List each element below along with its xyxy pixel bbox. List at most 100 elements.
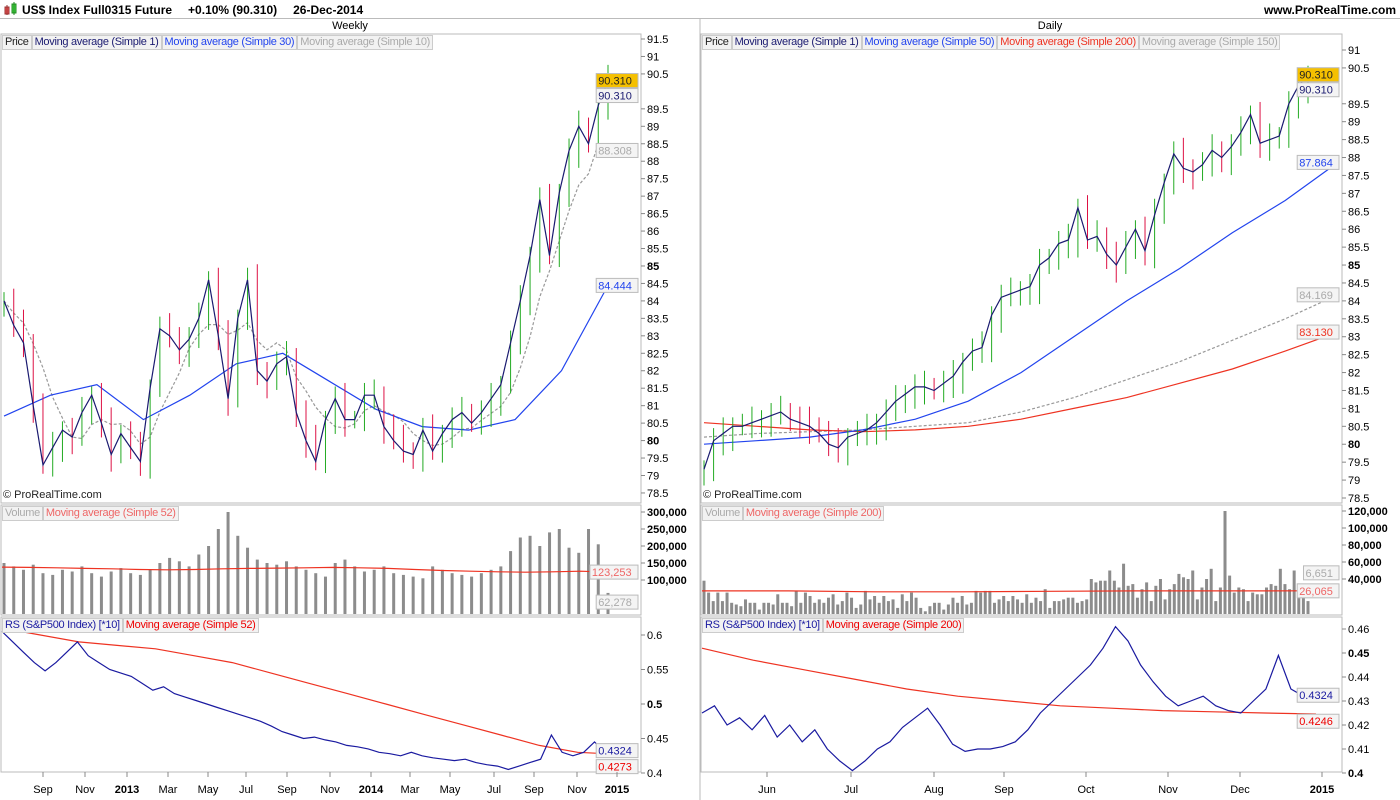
- volume-bar: [70, 571, 74, 614]
- rs-ma-line: [701, 647, 1317, 715]
- rs-ma-line: [1, 627, 617, 755]
- last-price-label: 90.310: [1299, 70, 1333, 82]
- copyright: © ProRealTime.com: [703, 489, 802, 501]
- weekly-title: Weekly: [332, 20, 368, 32]
- volume-bar: [1080, 601, 1084, 614]
- x-tick-label: Nov: [75, 784, 95, 796]
- volume-bar: [1062, 599, 1066, 614]
- legend-item[interactable]: Moving average (Simple 50): [861, 35, 998, 50]
- volume-bar: [808, 596, 812, 614]
- volume-bar: [850, 597, 854, 614]
- ma50-value-label: 87.864: [1299, 157, 1333, 169]
- x-tick-label: Nov: [567, 784, 587, 796]
- legend-item[interactable]: Moving average (Simple 200): [822, 618, 965, 633]
- legend-item[interactable]: Moving average (Simple 52): [122, 618, 259, 633]
- weekly-price-axis-label: 82: [647, 366, 659, 378]
- ma30-value-label-box: [595, 277, 639, 293]
- volume-bar: [285, 561, 289, 614]
- legend-item[interactable]: Price: [2, 35, 32, 50]
- volume-bar: [479, 573, 483, 614]
- weekly-volume-axis-label: 150,000: [647, 558, 687, 570]
- volume-bar: [757, 609, 761, 614]
- volume-bar: [859, 604, 863, 614]
- volume-bar: [255, 559, 259, 614]
- volume-bar: [1214, 601, 1218, 614]
- volume-bar: [60, 569, 64, 614]
- legend-item[interactable]: Moving average (Simple 52): [42, 506, 179, 521]
- volume-bar: [1237, 587, 1241, 614]
- daily-price-axis-label: 90.5: [1348, 63, 1369, 75]
- volume-bar: [711, 601, 715, 614]
- volume-bar: [771, 604, 775, 614]
- weekly-price-axis-label: 84: [647, 296, 659, 308]
- volume-bar: [333, 563, 337, 614]
- weekly-price-axis-label: 83: [647, 331, 659, 343]
- volume-bar: [730, 602, 734, 614]
- volume-bar: [702, 580, 706, 614]
- rs-ma-value-label: 0.4273: [598, 762, 632, 774]
- volume-bar: [882, 596, 886, 614]
- volume-bar: [923, 611, 927, 614]
- legend-item[interactable]: RS (S&P500 Index) [*10]: [702, 618, 823, 633]
- volume-bar: [1269, 584, 1273, 614]
- volume-ma-value-label-box: [589, 564, 639, 580]
- weekly-price-axis-label: 83.5: [647, 313, 668, 325]
- legend-item[interactable]: Volume: [702, 506, 743, 521]
- volume-bar: [734, 604, 738, 614]
- daily-price-axis-label: 83.5: [1348, 314, 1369, 326]
- volume-bar: [739, 606, 743, 614]
- daily-rs-axis-label: 0.41: [1348, 744, 1369, 756]
- x-tick-label: 2015: [605, 784, 629, 796]
- ma200-value-label-box: [1296, 324, 1340, 340]
- legend-item[interactable]: RS (S&P500 Index) [*10]: [2, 618, 123, 633]
- volume-bar: [1025, 594, 1029, 614]
- volume-bar: [177, 561, 181, 614]
- weekly-price-axis-label: 80.5: [647, 418, 668, 430]
- volume-bar: [158, 563, 162, 614]
- legend-item[interactable]: Volume: [2, 506, 43, 521]
- volume-bar: [937, 602, 941, 614]
- volume-bar: [567, 547, 571, 614]
- legend-item[interactable]: Moving average (Simple 150): [1138, 35, 1281, 50]
- weekly-rs-axis-label: 0.5: [647, 699, 662, 711]
- volume-bar: [868, 599, 872, 614]
- legend-item[interactable]: Price: [702, 35, 732, 50]
- daily-price-axis-label: 81: [1348, 403, 1360, 415]
- volume-bar: [1071, 597, 1075, 614]
- volume-bar: [470, 576, 474, 614]
- daily-volume-axis-label: 120,000: [1348, 506, 1388, 518]
- volume-last-value-label: 6,651: [1306, 568, 1334, 580]
- volume-bar: [997, 599, 1001, 614]
- volume-bar: [720, 601, 724, 614]
- volume-bar: [799, 602, 803, 614]
- ma200-line: [703, 331, 1339, 433]
- legend-item[interactable]: Moving average (Simple 200): [742, 506, 885, 521]
- legend-item[interactable]: Moving average (Simple 30): [161, 35, 298, 50]
- x-tick-label: May: [198, 784, 219, 796]
- volume-bar: [1048, 607, 1052, 614]
- volume-bar: [817, 599, 821, 614]
- volume-bar: [460, 574, 464, 614]
- volume-bar: [382, 566, 386, 614]
- weekly-price-axis-label: 91.5: [647, 34, 668, 46]
- volume-bar: [854, 607, 858, 614]
- volume-bar: [304, 569, 308, 614]
- site-link[interactable]: www.ProRealTime.com: [1263, 3, 1396, 17]
- volume-bar: [1168, 589, 1172, 614]
- volume-bar: [421, 578, 425, 614]
- daily-rs-legend: RS (S&P500 Index) [*10] Moving average (S…: [702, 618, 965, 633]
- weekly-price-axis-label: 88: [647, 156, 659, 168]
- daily-price-axis-label: 87: [1348, 188, 1360, 200]
- legend-item[interactable]: Moving average (Simple 1): [731, 35, 862, 50]
- legend-item[interactable]: Moving average (Simple 10): [297, 35, 434, 50]
- volume-bar: [294, 566, 298, 614]
- volume-bar: [707, 592, 711, 614]
- legend-item[interactable]: Moving average (Simple 1): [31, 35, 162, 50]
- legend-item[interactable]: Moving average (Simple 200): [997, 35, 1139, 50]
- weekly-price-axis-label: 88.5: [647, 139, 668, 151]
- volume-bar: [275, 564, 279, 614]
- volume-bar: [1108, 570, 1112, 614]
- price-change: +0.10% (90.310): [188, 3, 278, 17]
- rs-value-label-box: [1296, 687, 1340, 703]
